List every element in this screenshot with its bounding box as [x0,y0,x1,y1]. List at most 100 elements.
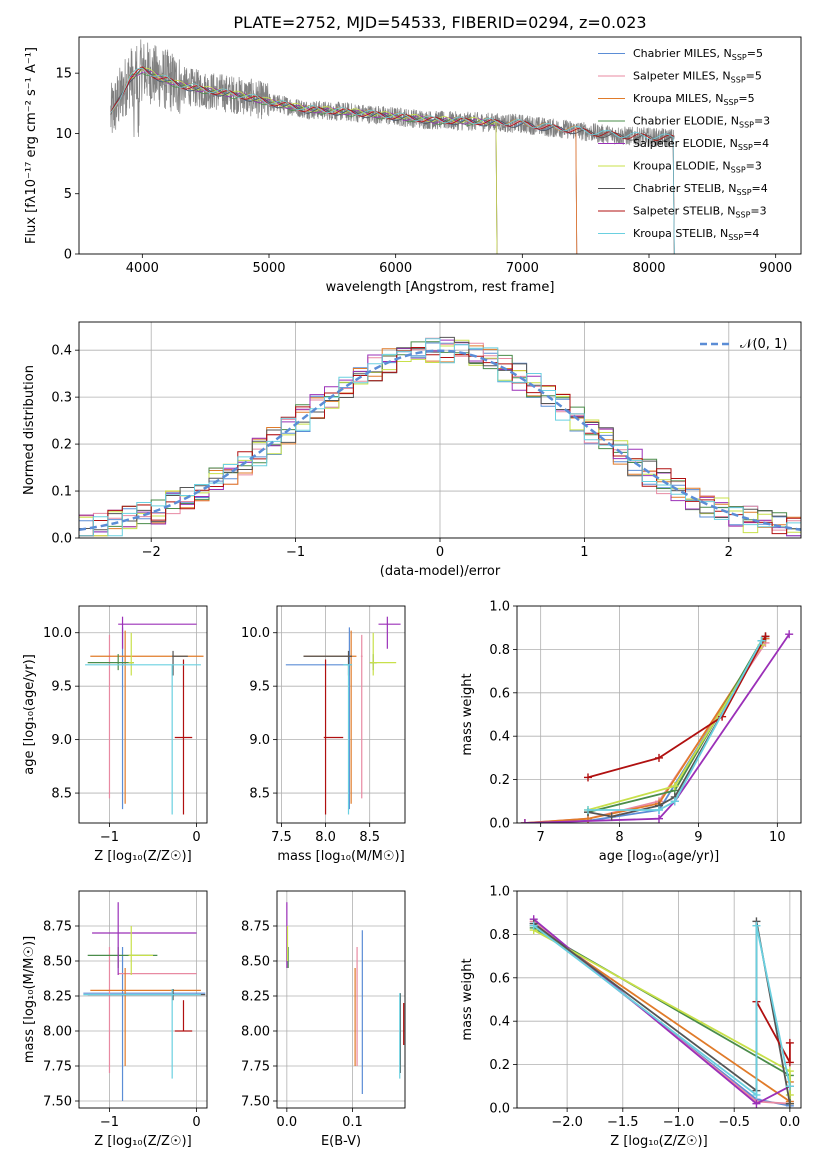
y-tick-label: 0.1 [51,485,72,500]
x-tick-label: −2.0 [551,1115,583,1130]
model-line-salpeter-elodie [129,71,498,254]
legend-subscript: SSP [731,76,746,85]
normal-curve [79,349,801,532]
series-line-kroupa-miles [524,638,767,823]
series-line-chabrier-stelib [587,635,767,818]
x-tick-label: 7.5 [271,830,292,845]
series-line-chabrier-miles [524,638,767,823]
y-tick-label: 0.8 [489,928,510,943]
x-axis-label: wavelength [Angstrom, rest frame] [326,280,555,295]
y-tick-label: 0.2 [489,773,510,788]
x-tick-label: 5000 [252,261,285,276]
y-tick-label: 0.0 [489,1102,510,1117]
legend-count: =4 [743,227,759,240]
y-tick-label: 8.25 [43,990,72,1005]
y-tick-label: 1.0 [489,600,510,615]
y-tick-label: 8.75 [241,920,270,935]
series-marker [785,630,794,639]
y-tick-label: 9.5 [51,680,72,695]
y-tick-label: 9.5 [249,680,270,695]
series-marker [785,1082,794,1091]
x-tick-label: 8000 [632,261,665,276]
axes-frame [78,321,802,539]
y-tick-label: 8.25 [241,990,270,1005]
x-tick-label: 0 [192,1115,200,1130]
y-tick-label: 0.3 [51,391,72,406]
y-tick-label: 8.5 [249,787,270,802]
x-tick-label: −1 [100,830,119,845]
spectrum-data-line [110,39,675,148]
y-tick-label: 7.75 [43,1060,72,1075]
y-tick-label: 0.2 [489,1058,510,1073]
plot-area-residuals [79,322,801,538]
axes-frame [78,890,208,1109]
model-line-chabrier-stelib [110,67,675,254]
series-marker [670,797,679,806]
panel-mass-weight-vs-age: 7 8 9 10 0.0 0.2 0.4 0.6 0.8 1.0 age [log₁₀(age/yr… [460,600,802,864]
legend-count: =3 [750,205,766,218]
legend-count: =5 [746,70,762,83]
panel-age-vs-mass: 7.5 8.0 8.5 8.5 9.0 9.5 10.0 mass [log₁₀(M/M☉)] [241,605,406,864]
model-line-kroupa-miles [110,68,578,254]
legend-subscript: SSP [735,211,750,220]
legend-label: Kroupa ELODIE, NSSP=3 [633,160,762,175]
series-marker [655,805,663,814]
axes-frame [78,36,802,255]
y-tick-label: 0.4 [489,1015,510,1030]
x-tick-label: 8.5 [359,830,380,845]
y-tick-label: 10.0 [43,626,72,641]
x-tick-label: −0.5 [718,1115,750,1130]
plot-area-spectrum [110,39,675,254]
y-tick-label: 0.0 [489,817,510,832]
x-tick-label: 8.0 [315,830,336,845]
y-tick-label: 10 [55,127,72,142]
y-axis-label: mass weight [460,673,475,755]
y-tick-label: 8.50 [43,955,72,970]
series-marker [670,782,679,791]
legend-subscript: SSP [738,143,753,152]
legend-label: Kroupa MILES, NSSP=5 [633,92,755,107]
series-marker [785,1099,794,1108]
model-line-chabrier-elodie [129,73,498,254]
legend-label: Chabrier ELODIE, NSSP=3 [633,115,770,130]
x-tick-label: −1 [286,545,305,560]
y-axis-label: mass weight [460,958,475,1040]
y-tick-label: 0.4 [489,730,510,745]
legend-count: =4 [752,182,768,195]
x-tick-label: 9 [694,830,702,845]
y-tick-label: 5 [64,187,72,202]
x-tick-label: 7 [537,830,545,845]
y-tick-label: 0.0 [51,532,72,547]
x-axis-label: (data-model)/error [380,564,501,579]
axes-frame [516,890,802,1109]
x-axis-label: E(B-V) [321,1134,361,1149]
legend-label: Chabrier MILES, NSSP=5 [633,47,763,62]
y-tick-label: 8.75 [43,920,72,935]
legend-subscript: SSP [739,121,754,130]
legend-subscript: SSP [731,166,746,175]
series-line-kroupa-stelib [533,924,791,1097]
y-tick-label: 15 [55,67,72,82]
series-marker [655,814,663,823]
panel-mass-vs-Z: −1 0 7.50 7.75 8.00 8.25 8.50 8.75 Z [log₁₀(Z/Z☉… [22,890,208,1149]
series-marker [752,921,761,930]
x-tick-label: 4000 [126,261,159,276]
x-tick-label: 7000 [506,261,539,276]
model-line-salpeter-miles [110,67,578,254]
x-tick-label: 0 [192,830,200,845]
series-marker [761,632,770,641]
legend-label: Kroupa STELIB, NSSP=4 [633,227,759,242]
x-tick-label: 8 [615,830,623,845]
y-tick-label: 0.2 [51,438,72,453]
legend-count: =5 [738,92,754,105]
y-tick-label: 0 [64,248,72,263]
panels: 4000 5000 6000 7000 8000 9000051015wavelength… [22,36,802,1149]
x-axis-label: age [log₁₀(age/yr)] [599,849,720,864]
y-tick-label: 7.50 [241,1095,270,1110]
series-marker [785,1038,794,1047]
legend-count: =5 [747,47,763,60]
axes-frame [276,605,406,824]
legend-label: Chabrier STELIB, NSSP=4 [633,182,768,197]
series-marker [655,753,663,762]
legend-label: Salpeter ELODIE, NSSP=4 [633,137,769,152]
